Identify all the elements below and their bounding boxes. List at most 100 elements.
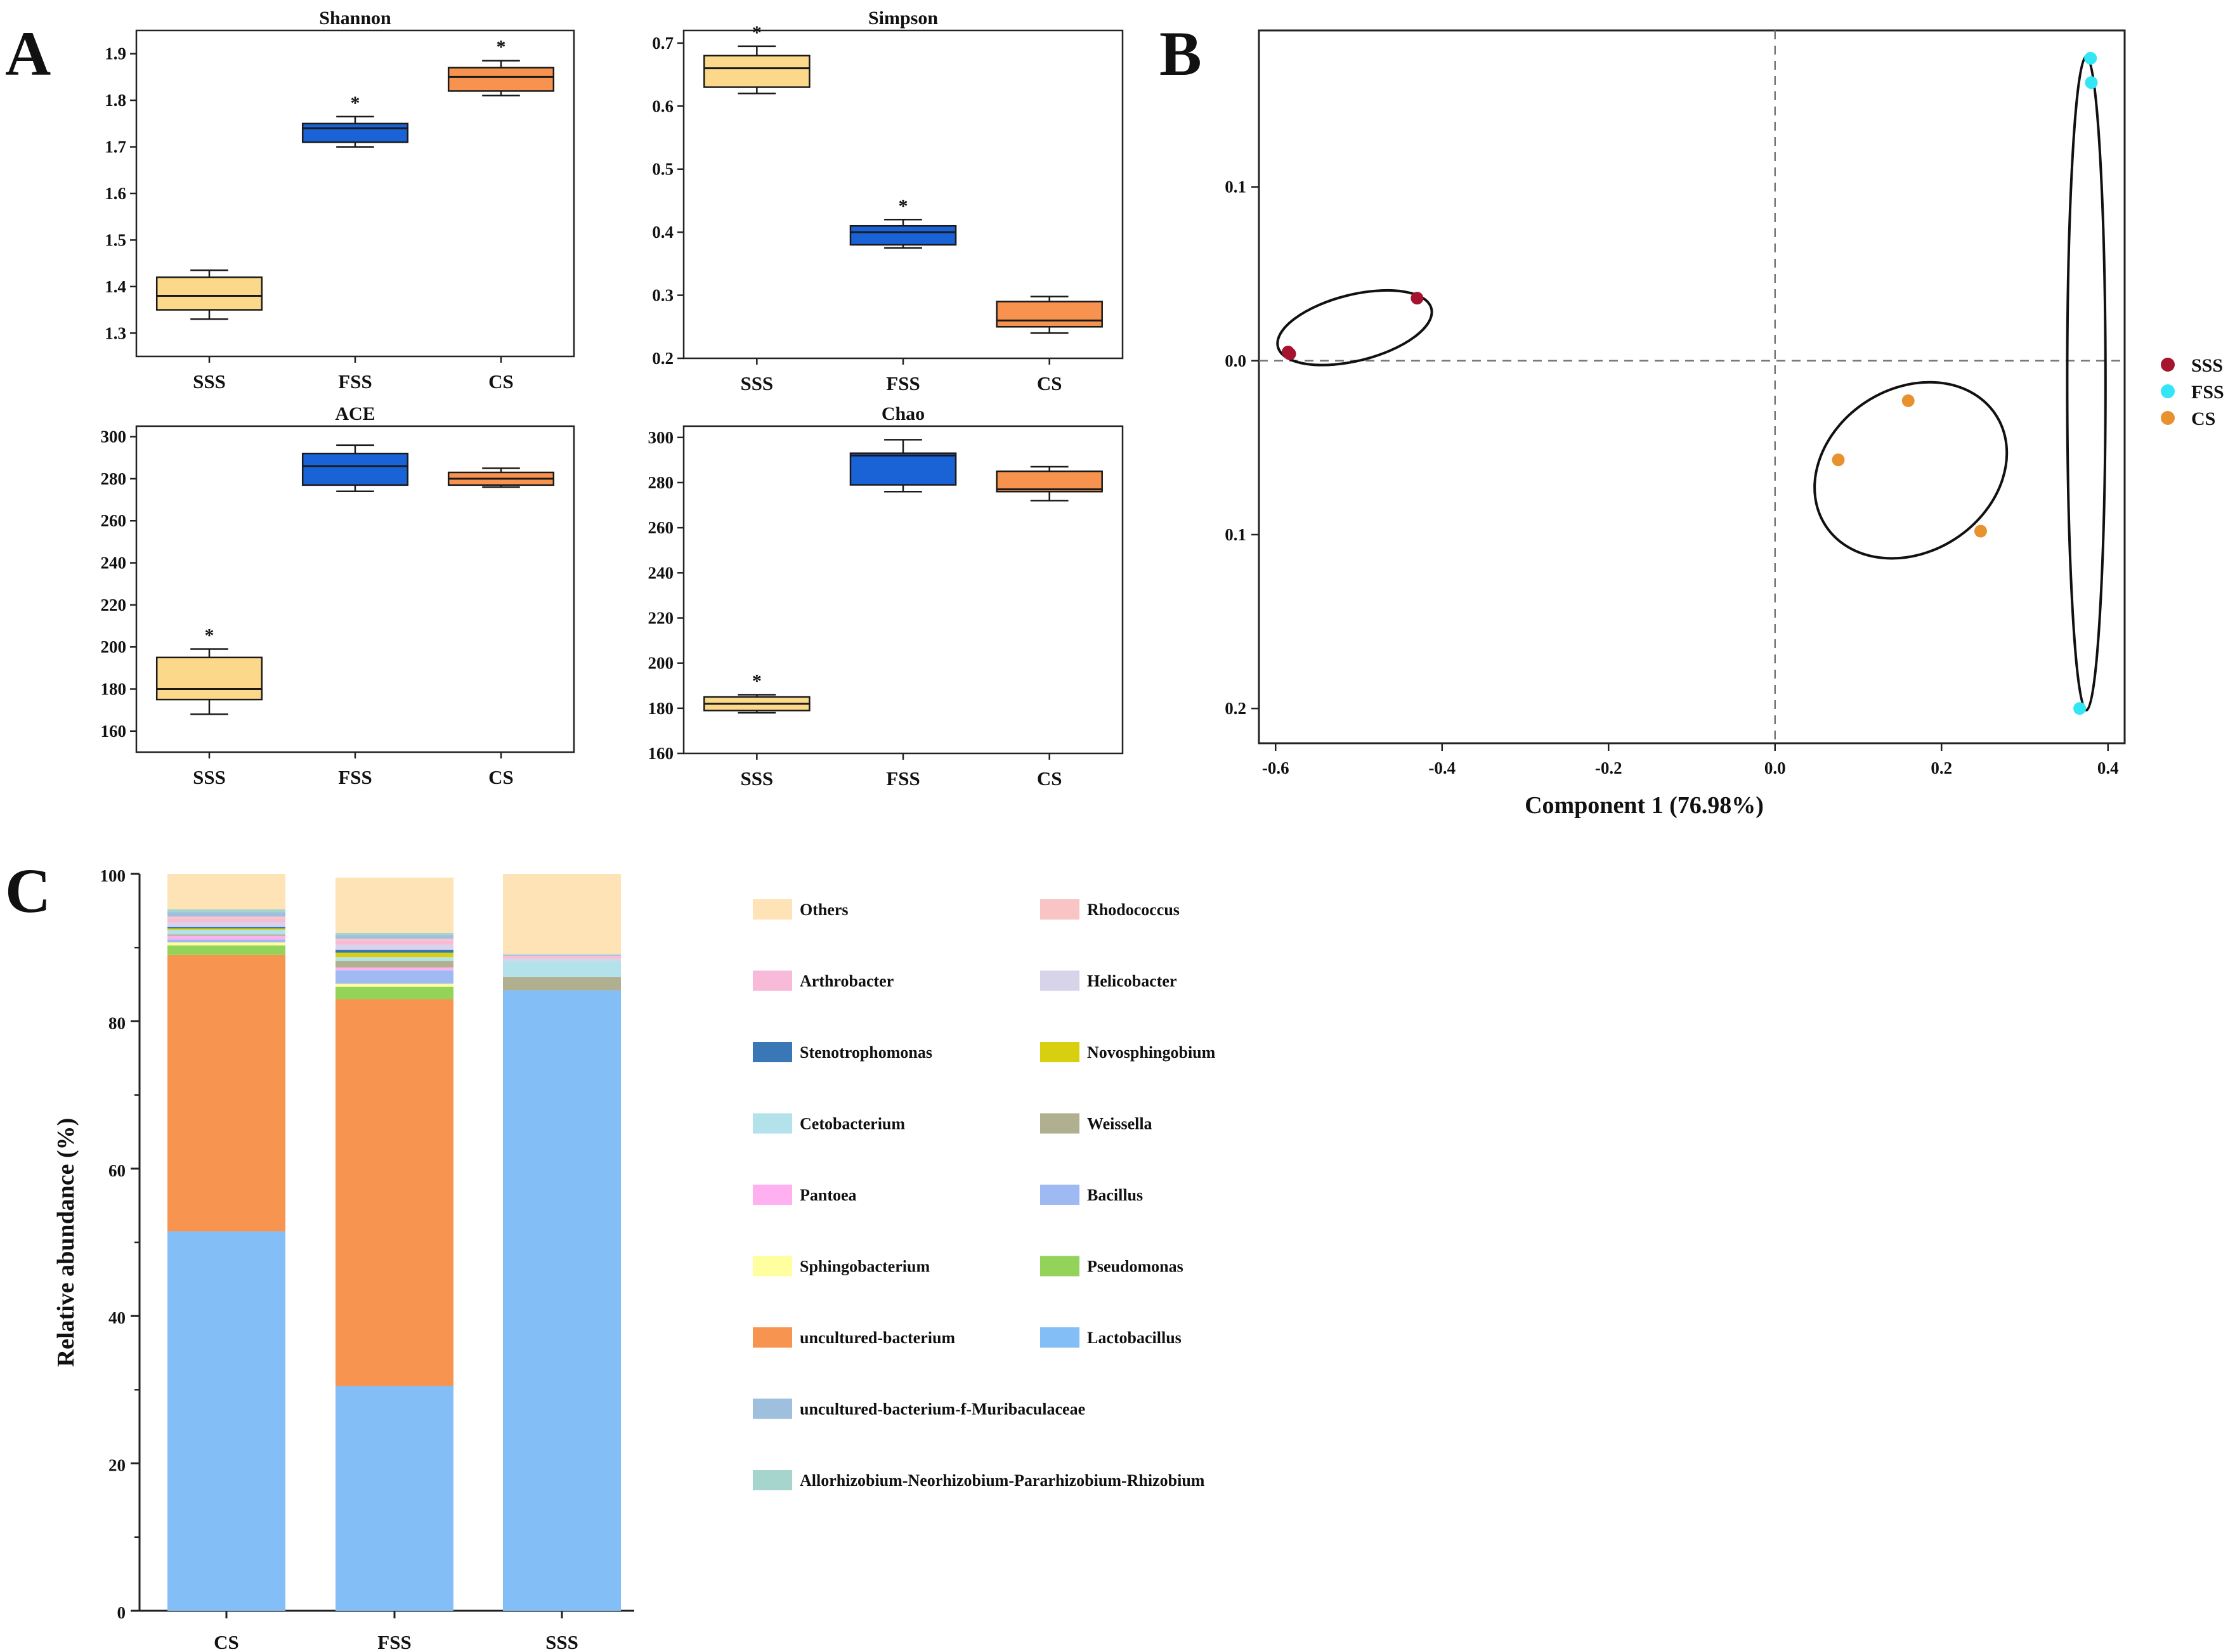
bar-segment-arthrobacter [167, 918, 285, 923]
significance-star: * [205, 625, 214, 646]
legend-label-cetobacterium: Cetobacterium [800, 1115, 905, 1133]
x-tick-label: -0.4 [1428, 758, 1456, 777]
box-cs: * [447, 37, 555, 97]
y-tick-label: 20 [108, 1456, 126, 1475]
legend-swatch-arthrobacter [753, 970, 792, 991]
bar-segment-sphingobacterium [167, 942, 285, 946]
y-tick-label: 260 [101, 511, 127, 530]
bar-segment-uncultured-bacterium-f-muribaculaceae [336, 935, 453, 939]
legend-label-weissella: Weissella [1087, 1115, 1152, 1133]
y-tick-label: 0.2 [652, 349, 674, 368]
legend-swatch-rhodococcus [1040, 899, 1079, 920]
box-iqr [301, 452, 409, 486]
bar-segment-weissella [503, 977, 621, 991]
y-tick-label: 1.7 [105, 138, 126, 157]
y-tick-label: 0.1 [1225, 525, 1246, 544]
legend-label-others: Others [800, 901, 849, 919]
x-tick-label: 0.0 [1764, 758, 1786, 777]
bar-segment-rhodococcus [167, 916, 285, 919]
legend-swatch-uncultured-bacterium-f-muribaculaceae [753, 1398, 792, 1419]
legend-swatch-others [753, 899, 792, 920]
x-tick-label: FSS [338, 370, 372, 393]
bar-segment-allorhizobium-neorhizobium-pararhizobium-rhizobium [336, 932, 453, 935]
bar-segment-pantoea [167, 935, 285, 940]
box-iqr [155, 656, 263, 701]
x-tick-label: -0.6 [1262, 758, 1289, 777]
y-tick-label: 280 [648, 473, 674, 492]
boxplot-chao: Chao 160 180 200 220 240 260 280 300 SSS FSS CS * [648, 403, 1124, 790]
box-cs [996, 296, 1103, 334]
panel-label-b: B [1159, 18, 1202, 89]
y-tick-label: 0.6 [652, 96, 674, 115]
chart-title: ACE [335, 403, 375, 424]
box-iqr [849, 224, 957, 246]
box-sss [155, 269, 263, 320]
significance-star: * [497, 37, 506, 58]
legend-label-stenotrophomonas: Stenotrophomonas [800, 1043, 932, 1062]
stacked-bar-panel: 0 20 40 60 80 100 Relative abundance (%) CS FSS S… [53, 866, 1216, 1652]
box-fss [849, 439, 957, 493]
y-tick-label: 0.3 [652, 286, 674, 305]
legend-label-fss: FSS [2191, 382, 2224, 403]
bar-segment-novosphingobium [336, 953, 453, 958]
confidence-ellipse-sss [1276, 289, 1433, 367]
legend-marker-cs [2161, 411, 2175, 425]
x-tick-label: FSS [377, 1631, 411, 1652]
panel-label-c: C [5, 855, 51, 926]
legend-marker-fss [2161, 384, 2175, 398]
y-tick-label: 180 [101, 680, 127, 699]
y-tick-label: 300 [648, 428, 674, 447]
significance-star: * [752, 670, 762, 691]
x-tick-label: FSS [338, 766, 372, 788]
bar-segment-cetobacterium [167, 930, 285, 935]
bar-segment-helicobacter [503, 958, 621, 961]
bar-segment-lactobacillus [167, 1231, 285, 1611]
bar-fss [336, 877, 453, 1611]
bar-segment-others [503, 874, 621, 954]
box-fss: * [301, 93, 409, 148]
bar-segment-uncultured-bacterium-f-muribaculaceae [167, 912, 285, 917]
bar-segment-arthrobacter [503, 956, 621, 959]
chart-title: Shannon [319, 8, 391, 29]
y-tick-label: 300 [101, 427, 127, 446]
bar-segment-uncultured-bacterium [167, 954, 285, 1232]
point-cs [1974, 524, 1987, 538]
box-iqr [447, 67, 555, 92]
legend-label-cs: CS [2191, 408, 2215, 429]
box-iqr [996, 470, 1103, 493]
bar-segment-stenotrophomonas [336, 949, 453, 953]
panel-label-a: A [5, 18, 51, 89]
y-tick-label: 200 [648, 654, 674, 673]
legend-label-lactobacillus: Lactobacillus [1087, 1329, 1182, 1347]
box-cs [996, 465, 1103, 502]
x-tick-label: FSS [886, 767, 920, 790]
point-cs [1832, 453, 1845, 467]
legend-swatch-uncultured-bacterium [753, 1327, 792, 1348]
bar-segment-others [336, 877, 453, 933]
box-cs [447, 467, 555, 488]
box-iqr [155, 276, 263, 311]
x-tick-label: 0.2 [1931, 758, 1952, 777]
legend-swatch-helicobacter [1040, 970, 1079, 991]
bar-segment-uncultured-bacterium [336, 999, 453, 1386]
legend-swatch-lactobacillus [1040, 1327, 1079, 1348]
bar-segment-arthrobacter [336, 940, 453, 945]
legend-label-helicobacter: Helicobacter [1087, 972, 1177, 991]
bar-segment-weissella [336, 961, 453, 968]
y-tick-label: 0.0 [1225, 351, 1246, 370]
box-fss: * [849, 195, 957, 249]
box-iqr [849, 452, 957, 486]
bar-cs [167, 874, 285, 1611]
x-tick-label: FSS [886, 372, 920, 394]
bar-segment-pseudomonas [336, 986, 453, 999]
x-tick-label: SSS [193, 370, 226, 393]
y-tick-label: 1.3 [105, 323, 126, 342]
bar-segment-allorhizobium-neorhizobium-pararhizobium-rhizobium [167, 909, 285, 913]
bar-segment-helicobacter [167, 922, 285, 927]
x-tick-label: 0.4 [2097, 758, 2119, 777]
y-tick-label: 280 [101, 469, 127, 488]
box-sss: * [703, 22, 811, 94]
y-tick-label: 0.5 [652, 160, 674, 179]
y-tick-label: 1.9 [105, 44, 126, 63]
